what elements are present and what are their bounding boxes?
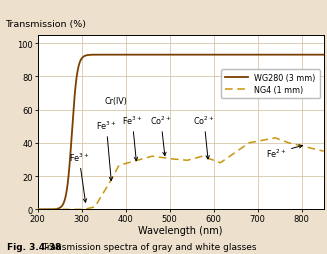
Text: Transmission spectra of gray and white glasses: Transmission spectra of gray and white g… [37, 243, 256, 251]
Text: Transmission (%): Transmission (%) [5, 20, 86, 29]
Text: Cr(IV): Cr(IV) [105, 96, 128, 105]
Text: Fe$^{2+}$: Fe$^{2+}$ [266, 145, 302, 160]
Text: Fig. 3.4-38: Fig. 3.4-38 [7, 243, 61, 251]
Legend: WG280 (3 mm), NG4 (1 mm): WG280 (3 mm), NG4 (1 mm) [221, 70, 320, 99]
X-axis label: Wavelength (nm): Wavelength (nm) [138, 225, 223, 235]
Text: Co$^{2+}$: Co$^{2+}$ [193, 114, 215, 159]
Text: Fe$^{3+}$: Fe$^{3+}$ [96, 119, 116, 181]
Text: Fe$^{3+}$: Fe$^{3+}$ [122, 114, 143, 161]
Text: Co$^{2+}$: Co$^{2+}$ [150, 114, 172, 156]
Text: Fe$^{3+}$: Fe$^{3+}$ [69, 151, 89, 202]
